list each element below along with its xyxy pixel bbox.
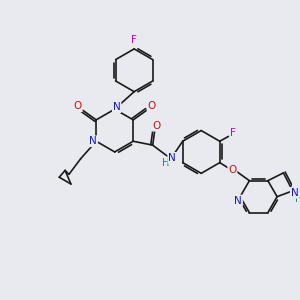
Text: N: N [89,136,97,146]
Text: N: N [234,196,242,206]
Text: O: O [152,121,161,131]
Text: F: F [230,128,236,139]
Text: O: O [74,101,82,111]
Text: N: N [291,188,298,198]
Text: N: N [113,102,121,112]
Text: O: O [148,101,156,111]
Text: N: N [168,153,176,163]
Text: H: H [162,158,169,168]
Text: F: F [131,35,137,45]
Text: H: H [295,194,300,204]
Text: O: O [228,165,236,176]
